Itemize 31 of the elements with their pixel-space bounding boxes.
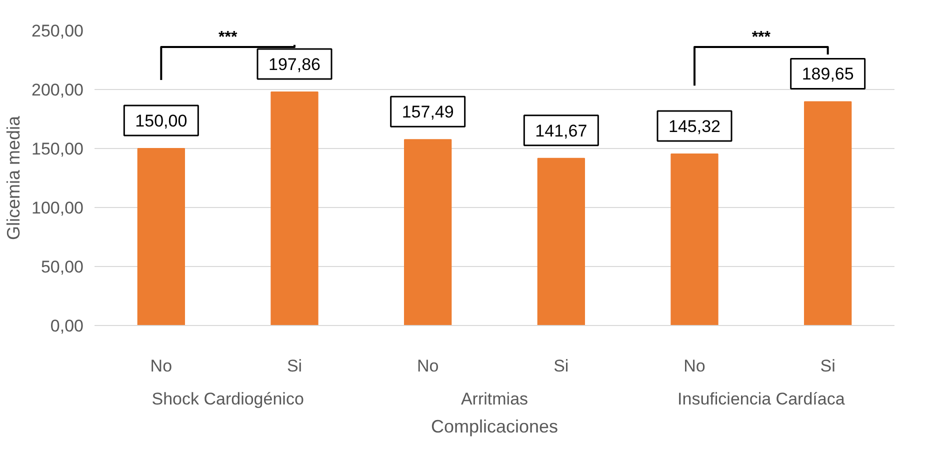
data-label: 197,86 [268,55,320,74]
y-axis-title: Glicemia media [4,114,24,240]
data-label: 150,00 [135,112,188,130]
x-tick-label: No [684,356,706,376]
y-tick-label: 50,00 [40,258,84,276]
data-label: 189,65 [802,64,854,84]
text: Arritmias [460,390,528,408]
y-tick-label: 0,00 [50,316,84,336]
text: Insuficiencia Cardíaca [678,390,846,408]
data-label: 145,32 [668,117,720,136]
x-tick-label: Si [554,356,569,376]
data-label: 141,67 [535,121,588,140]
y-tick-label: 100,00 [32,198,84,218]
bar [537,158,585,326]
bar [404,139,452,326]
bar [270,92,318,326]
data-label: 157,49 [402,102,454,122]
bar [670,154,718,326]
x-tick-label: Si [820,356,836,376]
x-axis-title: Complicaciones [430,416,558,436]
bar [137,148,185,326]
annotation: *** [752,29,772,46]
annotation: *** [218,29,238,46]
y-tick-label: 250,00 [32,22,84,40]
bar [804,101,852,326]
text: Shock Cardiogénico [152,390,304,408]
y-tick-label: 150,00 [32,140,84,158]
x-tick-label: No [150,356,172,376]
y-tick-label: 200,00 [32,80,84,100]
x-tick-label: No [416,356,439,376]
x-tick-label: Si [286,356,302,376]
